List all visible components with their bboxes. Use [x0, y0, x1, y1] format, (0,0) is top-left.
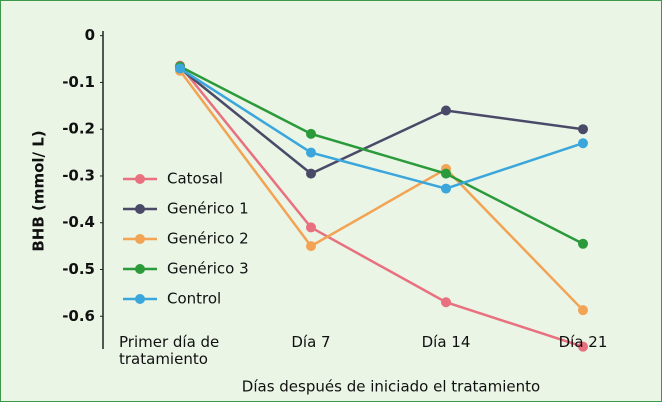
- point: [578, 305, 588, 316]
- legend-marker: [135, 234, 145, 244]
- point: [578, 238, 588, 249]
- point: [441, 297, 451, 308]
- point: [441, 105, 451, 116]
- legend-label: Control: [167, 290, 221, 308]
- legend-label: Genérico 3: [167, 260, 249, 278]
- point: [578, 341, 588, 352]
- point: [306, 241, 316, 252]
- point: [578, 138, 588, 149]
- x-tick-label: Día 21: [558, 333, 608, 351]
- legend-label: Catosal: [167, 170, 223, 188]
- series-line: [179, 67, 584, 176]
- legend-marker: [135, 204, 145, 214]
- y-tick-label: -0.4: [62, 213, 95, 231]
- point: [578, 124, 588, 135]
- point: [306, 128, 316, 139]
- legend-marker: [135, 264, 145, 274]
- series-line: [179, 67, 584, 190]
- point: [306, 222, 316, 233]
- y-tick-label: -0.1: [62, 73, 95, 91]
- y-axis-label: BHB (mmol/ L): [30, 130, 48, 251]
- series-line: [178, 70, 584, 312]
- x-tick-label: Primer día de tratamiento: [119, 333, 220, 368]
- y-tick-label: -0.2: [62, 120, 95, 138]
- legend-marker: [135, 294, 145, 304]
- x-tick-label: Día 7: [291, 333, 331, 351]
- y-tick-label: -0.3: [62, 166, 95, 184]
- point: [441, 168, 451, 179]
- legend-label: Genérico 1: [167, 200, 249, 218]
- y-tick-label: -0.5: [62, 260, 95, 278]
- legend-label: Genérico 2: [167, 230, 249, 248]
- point: [175, 63, 185, 74]
- x-axis-label: Días después de iniciado el tratamiento: [242, 378, 540, 396]
- point: [441, 183, 451, 194]
- legend-marker: [135, 174, 145, 184]
- y-tick-label: -0.6: [62, 307, 95, 325]
- point: [306, 168, 316, 179]
- series-line: [179, 65, 584, 245]
- point: [306, 147, 316, 158]
- y-tick-label: 0: [85, 26, 95, 44]
- x-tick-label: Día 14: [421, 333, 471, 351]
- series-line: [179, 64, 584, 348]
